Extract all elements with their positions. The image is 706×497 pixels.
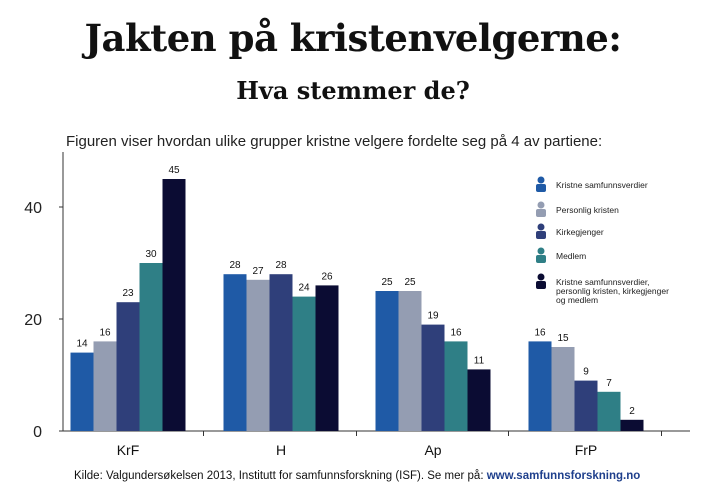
bar-value-label: 15 — [557, 333, 569, 344]
page-subtitle: Hva stemmer de? — [236, 76, 470, 105]
bar-value-label: 16 — [534, 327, 546, 338]
bar-value-label: 7 — [606, 378, 612, 389]
bar[interactable] — [574, 380, 598, 431]
legend-person-icon-body — [536, 209, 546, 217]
bar[interactable] — [223, 274, 247, 431]
bar[interactable] — [467, 369, 491, 431]
legend-label: Kristne samfunnsverdier — [556, 180, 648, 190]
bar-value-label: 14 — [76, 339, 88, 350]
bar[interactable] — [620, 419, 644, 431]
legend-label: Medlem — [556, 251, 586, 261]
bar-value-label: 19 — [427, 311, 439, 322]
bar[interactable] — [292, 296, 316, 431]
bar-value-label: 27 — [252, 266, 264, 277]
bar-value-label: 25 — [404, 277, 416, 288]
y-tick-label: 0 — [33, 424, 42, 441]
y-tick-label: 40 — [24, 200, 42, 217]
bar-value-label: 26 — [321, 271, 333, 282]
page-title: Jakten på kristenvelgerne: — [84, 16, 622, 60]
source-url-link[interactable]: www.samfunnsforskning.no — [486, 470, 641, 482]
bar[interactable] — [315, 285, 339, 431]
bar[interactable] — [375, 291, 399, 431]
x-category-label: Ap — [424, 442, 441, 458]
bar[interactable] — [421, 324, 445, 431]
source-text: Kilde: Valgundersøkelsen 2013, Institutt… — [74, 470, 487, 482]
bar[interactable] — [70, 352, 94, 431]
bar[interactable] — [398, 291, 422, 431]
chart-caption: Figuren viser hvordan ulike grupper kris… — [66, 133, 603, 150]
legend-label: Personlig kristen — [556, 205, 619, 215]
source-line: Kilde: Valgundersøkelsen 2013, Institutt… — [74, 470, 640, 482]
legend-person-icon-body — [536, 231, 546, 239]
bar-value-label: 23 — [122, 288, 134, 299]
bar[interactable] — [269, 274, 293, 431]
bar[interactable] — [246, 279, 270, 431]
bar-value-label: 2 — [629, 406, 635, 417]
y-tick-label: 20 — [24, 312, 42, 329]
bar-value-label: 30 — [145, 249, 157, 260]
legend-person-icon-body — [536, 281, 546, 289]
bar[interactable] — [597, 391, 621, 431]
x-category-label: KrF — [117, 442, 140, 458]
bar-value-label: 28 — [229, 260, 241, 271]
bar-value-label: 16 — [450, 327, 462, 338]
legend-label: Kristne samfunnsverdier, personlig kriste… — [556, 277, 669, 305]
bar[interactable] — [116, 302, 140, 431]
bar-value-label: 24 — [298, 283, 310, 294]
x-category-label: H — [276, 442, 286, 458]
legend-person-icon — [537, 273, 545, 281]
legend-person-icon-body — [536, 184, 546, 192]
bar[interactable] — [93, 341, 117, 431]
bar[interactable] — [551, 347, 575, 431]
bar-value-label: 25 — [381, 277, 393, 288]
bar-value-label: 16 — [99, 327, 111, 338]
x-category-label: FrP — [575, 442, 598, 458]
bar[interactable] — [528, 341, 552, 431]
bar-value-label: 11 — [474, 355, 485, 366]
legend-person-icon — [537, 223, 545, 231]
legend-person-icon-body — [536, 255, 546, 263]
bar[interactable] — [162, 179, 186, 431]
bar[interactable] — [444, 341, 468, 431]
bar-value-label: 9 — [583, 367, 589, 378]
legend-person-icon — [537, 176, 545, 184]
bar[interactable] — [139, 263, 163, 431]
bar-value-label: 28 — [275, 260, 287, 271]
legend-label: Kirkegjenger — [556, 227, 604, 237]
legend-person-icon — [537, 201, 545, 209]
bar-value-label: 45 — [168, 165, 180, 176]
legend-person-icon — [537, 247, 545, 255]
